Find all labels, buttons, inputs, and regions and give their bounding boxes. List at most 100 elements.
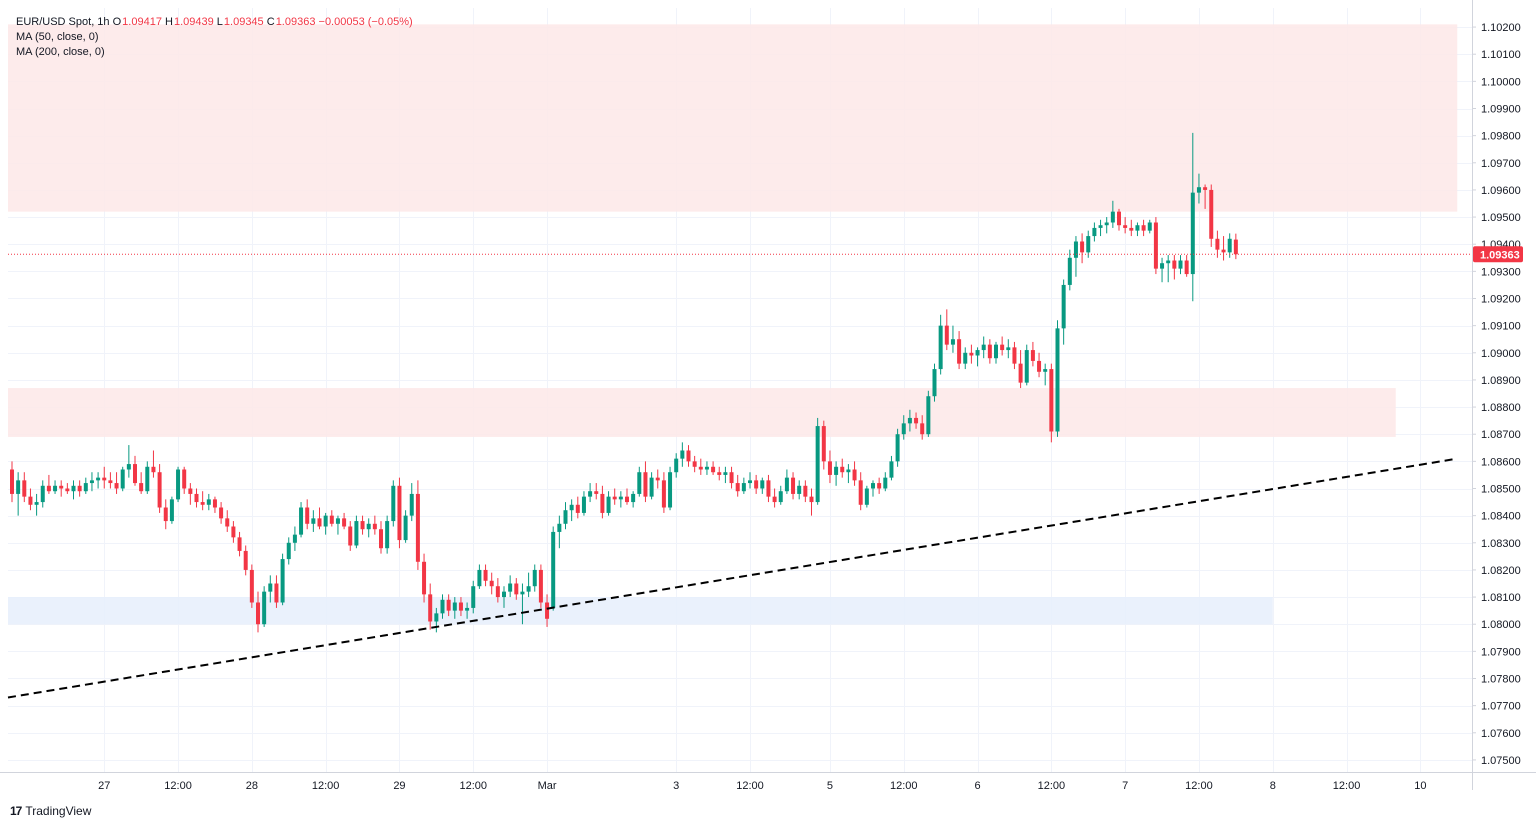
candle-body	[83, 483, 88, 492]
tradingview-brand[interactable]: 17 TradingView	[10, 804, 91, 818]
candle-body	[1055, 328, 1060, 432]
low-label: L	[216, 16, 223, 28]
candle-body	[797, 485, 802, 494]
x-tick-label: Mar	[538, 780, 557, 792]
candle-body	[581, 496, 586, 513]
candle-body	[1061, 284, 1066, 329]
candle-body	[1172, 260, 1177, 269]
candle-body	[1190, 192, 1195, 275]
price-zones	[8, 24, 1458, 625]
candle-body	[1233, 239, 1238, 255]
candle-body	[944, 325, 949, 345]
low-value: 1.09345	[223, 16, 264, 28]
x-tick-label: 12:00	[312, 780, 340, 792]
candle-body	[268, 583, 273, 592]
candle-body	[655, 477, 660, 481]
resistance-zone	[8, 24, 1458, 212]
candle-body	[145, 466, 150, 492]
candle-body	[612, 496, 617, 500]
candle-body	[46, 485, 51, 492]
candle-body	[1104, 222, 1109, 226]
candle-body	[914, 417, 919, 424]
candle-body	[440, 599, 445, 614]
candle-body	[53, 485, 58, 492]
candle-body	[1203, 187, 1208, 190]
trendline-layer	[7, 253, 1472, 699]
candle-body	[458, 602, 463, 611]
candle-body	[299, 507, 304, 535]
candle-body	[1166, 260, 1171, 264]
candle-body	[1178, 260, 1183, 269]
candle-body	[1037, 360, 1042, 372]
candle-body	[243, 550, 248, 570]
candle-body	[883, 477, 888, 489]
x-tick-label: 27	[98, 780, 110, 792]
candle-body	[643, 472, 648, 497]
candle-body	[551, 531, 556, 608]
candle-body	[1086, 236, 1091, 253]
candle-body	[40, 485, 45, 503]
candle-body	[280, 559, 285, 603]
last-price-label: 1.09363	[1480, 249, 1520, 261]
y-tick-label: 1.08200	[1481, 565, 1521, 577]
candle-body	[815, 426, 820, 503]
y-tick-label: 1.09100	[1481, 321, 1521, 333]
ma50-legend[interactable]: MA (50, close, 0)	[16, 31, 99, 43]
close-value: 1.09363	[275, 16, 316, 28]
resistance-zone	[8, 388, 1396, 437]
candle-body	[1184, 260, 1189, 275]
candle-body	[169, 499, 174, 522]
candle-body	[668, 472, 673, 508]
candle-body	[274, 583, 279, 603]
candle-body	[852, 469, 857, 481]
high-value: 1.09439	[173, 16, 214, 28]
y-tick-label: 1.09700	[1481, 158, 1521, 170]
candle-body	[1110, 211, 1115, 223]
candle-body	[735, 483, 740, 492]
candle-body	[465, 607, 470, 611]
candle-body	[606, 496, 611, 513]
y-tick-label: 1.08100	[1481, 592, 1521, 604]
candle-body	[575, 504, 580, 513]
candle-body	[1129, 227, 1134, 231]
candle-body	[907, 417, 912, 424]
candle-body	[372, 523, 377, 530]
ma200-legend[interactable]: MA (200, close, 0)	[16, 46, 105, 58]
candle-body	[397, 485, 402, 541]
candle-body	[846, 469, 851, 473]
candle-body	[360, 521, 365, 530]
candle-body	[569, 504, 574, 511]
candle-body	[1024, 350, 1029, 383]
candle-body	[950, 339, 955, 345]
candle-body	[981, 344, 986, 351]
candle-body	[637, 472, 642, 494]
y-tick-label: 1.08300	[1481, 538, 1521, 550]
candle-body	[403, 515, 408, 541]
candle-body	[791, 477, 796, 494]
candle-body	[994, 344, 998, 359]
candle-body	[206, 499, 211, 505]
candle-body	[784, 477, 789, 492]
x-tick-label: 12:00	[1185, 780, 1213, 792]
candle-body	[631, 493, 636, 503]
candle-body	[317, 518, 322, 527]
candle-body	[618, 496, 623, 500]
candle-body	[366, 523, 371, 530]
symbol-label[interactable]: EUR/USD Spot, 1h	[16, 16, 110, 28]
candle-body	[434, 613, 439, 622]
x-tick-label: 10	[1414, 780, 1426, 792]
y-tick-label: 1.09000	[1481, 348, 1521, 360]
y-tick-label: 1.07600	[1481, 728, 1521, 740]
y-tick-label: 1.08900	[1481, 375, 1521, 387]
candle-body	[108, 480, 113, 484]
candle-body	[391, 485, 396, 522]
y-tick-label: 1.07800	[1481, 674, 1521, 686]
candle-body	[932, 369, 937, 397]
x-tick-label: 29	[393, 780, 405, 792]
candle-body	[1098, 225, 1103, 228]
candle-body	[409, 493, 414, 516]
x-tick-label: 3	[673, 780, 679, 792]
candle-body	[89, 480, 94, 484]
candle-body	[1135, 225, 1140, 231]
